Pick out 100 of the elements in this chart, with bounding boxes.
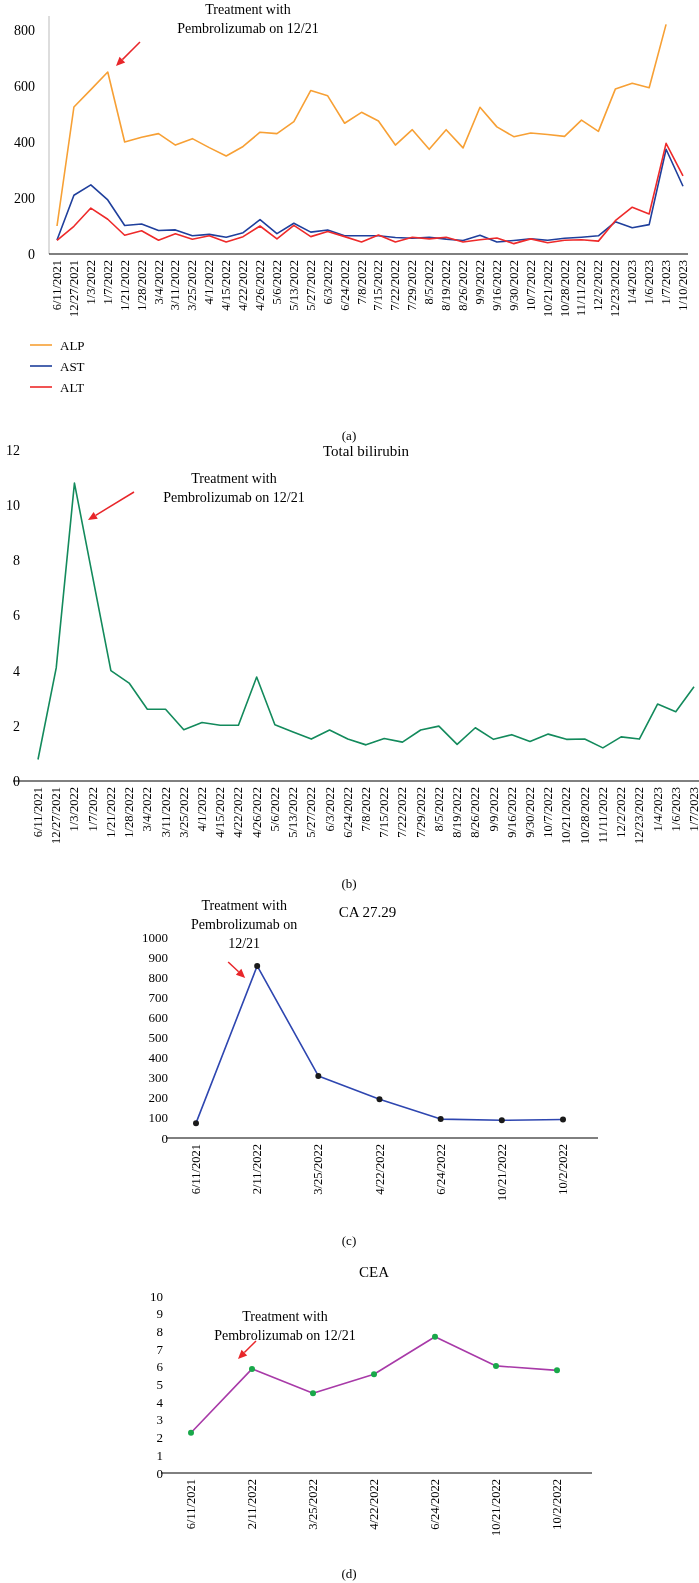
point	[493, 1362, 499, 1369]
x-tick-label: 5/13/2022	[286, 787, 301, 838]
x-tick-label: 1/6/2023	[642, 260, 657, 305]
line-series	[37, 482, 695, 761]
point	[254, 962, 261, 969]
point	[249, 1365, 255, 1372]
x-tick-label: 1/6/2023	[668, 787, 683, 832]
x-tick-label: 11/11/2022	[595, 787, 610, 844]
point	[560, 1116, 566, 1123]
x-tick-label: 6/3/2022	[320, 260, 335, 305]
annotation: Treatment with Pembrolizumab on 12/21	[214, 1308, 356, 1343]
chart-title: Total bilirubin	[322, 443, 410, 459]
x-tick-label: 9/16/2022	[489, 260, 504, 311]
y-tick-label: 8	[13, 553, 20, 569]
x-tick-label: 1/7/2022	[100, 260, 115, 305]
x-tick-label: 1/7/2023	[687, 787, 699, 832]
x-tick-label: 1/3/2022	[83, 260, 98, 305]
x-tick-label: 8/5/2022	[431, 787, 446, 832]
text: (c)	[341, 1233, 357, 1248]
x-tick-label: 6/11/2021	[184, 1479, 198, 1530]
x-tick-label: 5/27/2022	[303, 260, 318, 311]
y-tick-label: 12	[6, 442, 20, 458]
x-tick-label: 3/25/2022	[311, 1144, 326, 1195]
y-tick-label: 0	[13, 773, 20, 789]
point	[498, 1117, 505, 1124]
x-tick-label: 3/11/2022	[168, 260, 183, 311]
x-tick-label: 9/30/2022	[506, 260, 521, 311]
y-tick-label: 1000	[142, 929, 168, 945]
legend-label: AST	[60, 358, 85, 374]
y-tick-label: 600	[14, 78, 35, 94]
x-tick-label: 10/21/2022	[489, 1479, 503, 1536]
y-tick-label: 4	[13, 663, 20, 679]
x-tick-label: 4/22/2022	[236, 260, 251, 311]
x-tick-label: 3/11/2022	[158, 787, 173, 838]
y-tick-label: 300	[148, 1070, 168, 1086]
x-tick-label: 12/23/2022	[608, 260, 623, 317]
x-tick-label: 5/27/2022	[304, 787, 319, 838]
x-tick-label: 4/1/2022	[195, 787, 209, 832]
point	[376, 1096, 383, 1103]
y-tick-label: 800	[14, 22, 35, 38]
annotation: Treatment with Pembrolizumab on 12/21	[177, 2, 319, 36]
x-tick-label: 1/4/2023	[625, 260, 640, 305]
x-tick-label: 2/11/2022	[250, 1144, 265, 1195]
x-tick-label: 10/28/2022	[557, 260, 572, 317]
x-tick-label: 8/26/2022	[456, 260, 471, 311]
x-tick-label: 1/28/2022	[134, 260, 149, 311]
x-tick-label: 1/28/2022	[122, 787, 137, 838]
x-tick-label: 1/21/2022	[117, 260, 132, 311]
x-tick-label: 12/23/2022	[632, 787, 647, 844]
chart-title: CEA	[359, 1264, 390, 1280]
y-tick-label: 100	[148, 1110, 168, 1126]
x-tick-label: 10/21/2022	[559, 787, 574, 844]
legend-label: ALT	[60, 379, 85, 395]
x-tick-label: 7/15/2022	[377, 787, 392, 838]
legend-label: ALP	[60, 337, 85, 353]
y-tick-label: 9	[156, 1306, 163, 1322]
x-tick-label: 6/24/2022	[337, 260, 352, 311]
y-tick-label: 7	[156, 1341, 164, 1357]
y-tick-label: 200	[148, 1090, 168, 1106]
annotation: Treatment with Pembrolizumab on 12/21	[163, 471, 305, 505]
x-tick-label: 6/11/2021	[189, 1144, 203, 1195]
line-series	[56, 23, 667, 227]
x-tick-label: 3/25/2022	[306, 1479, 320, 1530]
x-tick-label: 6/24/2022	[340, 787, 355, 838]
x-tick-label: 10/2/2022	[556, 1144, 570, 1195]
x-tick-label: 12/2/2022	[591, 260, 606, 311]
x-tick-label: 6/24/2022	[428, 1479, 442, 1530]
x-tick-label: 4/26/2022	[253, 260, 268, 311]
x-tick-label: 12/27/2021	[66, 260, 81, 317]
y-tick-label: 400	[14, 134, 35, 150]
x-tick-label: 1/10/2023	[676, 260, 690, 311]
x-tick-label: 7/15/2022	[371, 260, 386, 311]
x-tick-label: 7/8/2022	[359, 787, 373, 832]
x-tick-label: 5/6/2022	[267, 787, 282, 832]
y-tick-label: 6	[13, 608, 20, 624]
x-tick-label: 10/7/2022	[523, 260, 538, 311]
x-tick-label: 4/1/2022	[202, 260, 217, 305]
x-tick-label: 10/21/2022	[494, 1144, 509, 1201]
y-tick-label: 3	[156, 1412, 163, 1428]
y-tick-label: 10	[150, 1288, 163, 1304]
y-tick-label: 900	[148, 949, 168, 965]
x-tick-label: 1/7/2022	[85, 787, 100, 832]
x-tick-label: 4/22/2022	[367, 1479, 381, 1530]
x-tick-label: 3/25/2022	[185, 260, 200, 311]
x-tick-label: 8/5/2022	[422, 260, 437, 305]
text: (a)	[341, 428, 357, 443]
text: (d)	[341, 1566, 357, 1581]
point	[188, 1429, 194, 1436]
x-tick-label: 9/30/2022	[523, 787, 537, 838]
y-tick-label: 0	[161, 1130, 168, 1146]
point	[432, 1333, 438, 1340]
x-tick-label: 7/8/2022	[354, 260, 369, 305]
x-tick-label: 1/4/2023	[650, 787, 665, 832]
x-tick-label: 4/22/2022	[231, 787, 246, 838]
x-tick-label: 10/7/2022	[541, 787, 556, 838]
x-tick-label: 3/25/2022	[176, 787, 191, 838]
y-tick-label: 200	[14, 190, 35, 206]
y-tick-label: 500	[148, 1030, 168, 1046]
x-tick-label: 7/29/2022	[413, 787, 428, 838]
point	[315, 1072, 322, 1079]
